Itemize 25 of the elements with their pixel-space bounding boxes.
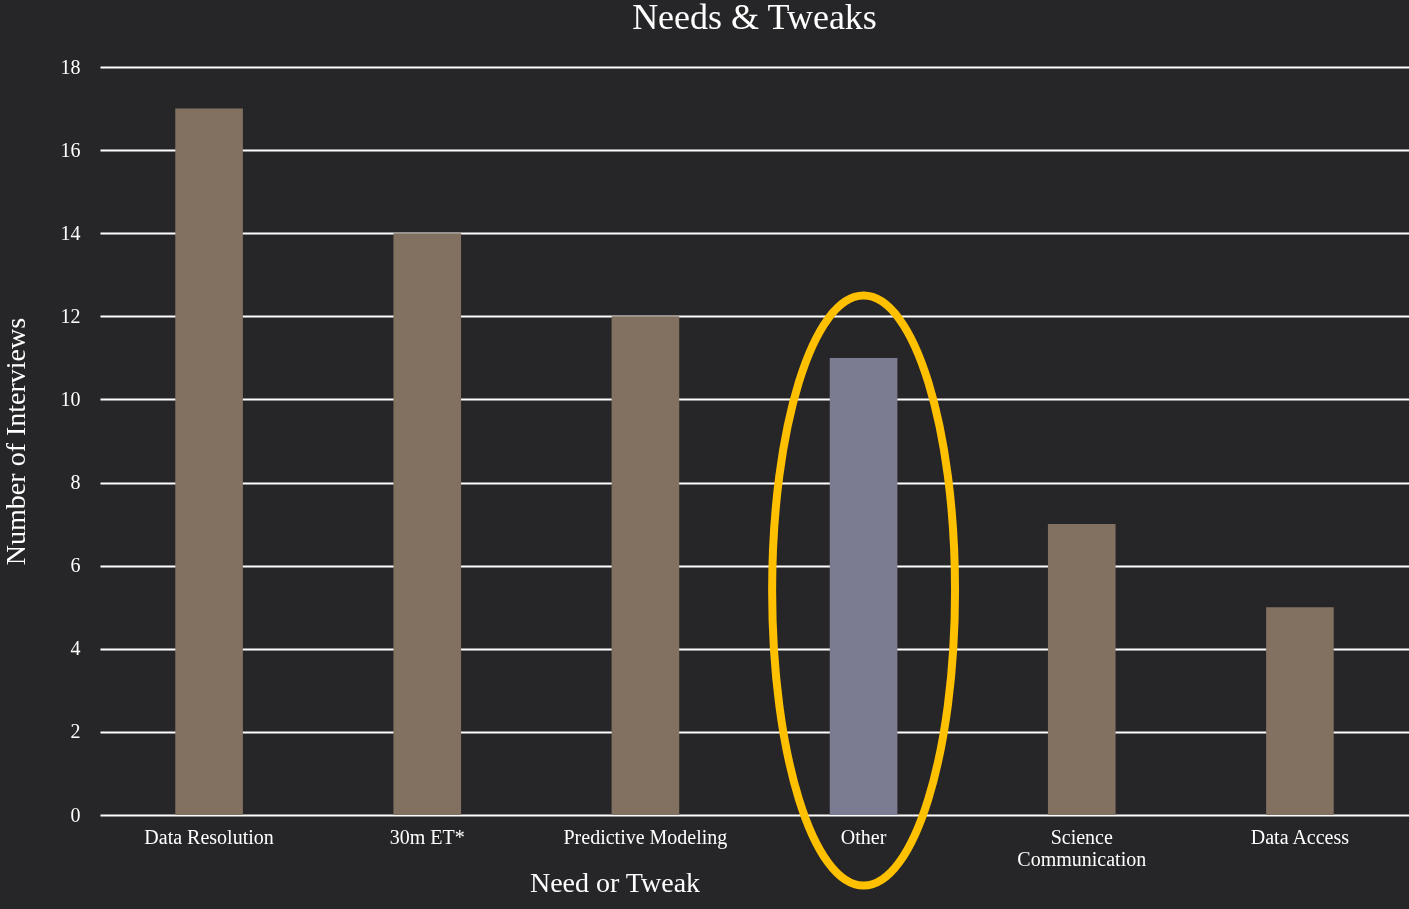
y-tick-label: 12 — [60, 304, 81, 327]
bar — [1266, 607, 1334, 815]
x-tick-label: Predictive Modeling — [563, 825, 728, 849]
bar — [611, 316, 680, 815]
y-tick-label: 10 — [60, 387, 81, 410]
bar — [829, 357, 898, 815]
y-tick-label: 6 — [70, 554, 81, 577]
y-tick-label: 14 — [60, 221, 81, 244]
x-tick-label: Other — [840, 825, 887, 848]
y-tick-label: 18 — [60, 55, 81, 78]
y-tick-label: 8 — [70, 471, 81, 494]
y-axis-title: Number of Interviews — [0, 317, 31, 566]
bar — [175, 108, 243, 815]
x-axis-title: Need or Tweak — [529, 866, 701, 898]
x-tick-label: Data Resolution — [144, 825, 274, 848]
y-tick-label: 4 — [70, 637, 81, 660]
y-tick-label: 0 — [70, 803, 81, 826]
bar — [393, 233, 462, 815]
chart-title: Needs & Tweaks — [632, 0, 877, 37]
x-tick-label: Science Communication — [1017, 825, 1147, 870]
y-tick-label: 2 — [70, 720, 81, 743]
x-tick-label: Data Access — [1250, 825, 1350, 848]
y-tick-label: 16 — [60, 138, 81, 161]
x-tick-label: 30m ET* — [389, 825, 465, 848]
bar — [1047, 524, 1116, 815]
